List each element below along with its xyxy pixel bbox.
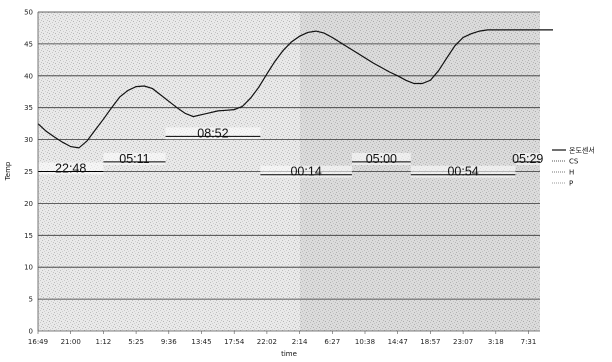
x-tick-10: 10:38 [355,338,375,346]
x-axis-title: time [281,350,297,358]
x-tick-15: 7:31 [521,338,537,346]
legend-label-h: H [569,169,574,177]
y-tick-35: 35 [24,104,33,112]
x-tick-11: 14:47 [388,338,408,346]
x-tick-9: 6:27 [324,338,340,346]
y-tick-15: 15 [24,232,33,240]
phase-label-6: 05:29 [512,152,543,166]
legend-label-temp-sensor: 온도센서 [569,146,595,155]
y-tick-5: 5 [29,296,33,304]
y-tick-40: 40 [24,72,33,80]
x-tick-13: 23:07 [453,338,473,346]
x-tick-1: 21:00 [61,338,81,346]
phase-label-3: 00:14 [290,165,321,179]
x-tick-6: 17:54 [224,338,245,346]
phase-label-1: 05:11 [119,152,149,166]
x-tick-2: 1:12 [96,338,112,346]
legend-label-cs: CS [569,158,579,166]
y-tick-20: 20 [24,200,33,208]
y-tick-0: 0 [29,328,33,336]
x-tick-14: 3:18 [488,338,504,346]
x-tick-8: 2:14 [292,338,308,346]
phase-label-0: 22:48 [55,162,86,176]
phase-label-2: 08:52 [197,126,228,140]
phase-label-5: 00:54 [447,165,478,179]
series-line-temp-sensor [37,29,553,149]
x-tick-4: 9:36 [161,338,177,346]
y-tick-30: 30 [24,136,33,144]
x-tick-3: 5:25 [128,338,144,346]
y-tick-25: 25 [24,168,33,176]
x-tick-0: 16:49 [28,338,48,346]
y-axis-title: Temp [4,161,12,181]
x-tick-5: 13:45 [191,338,211,346]
legend-label-p: P [569,180,573,188]
phase-label-4: 05:00 [366,152,397,166]
x-tick-7: 22:02 [257,338,277,346]
legend: 온도센서 CS H P [552,146,595,188]
y-tick-50: 50 [24,9,33,17]
x-tick-12: 18:57 [420,338,440,346]
y-tick-10: 10 [24,264,33,272]
y-tick-45: 45 [24,40,33,48]
